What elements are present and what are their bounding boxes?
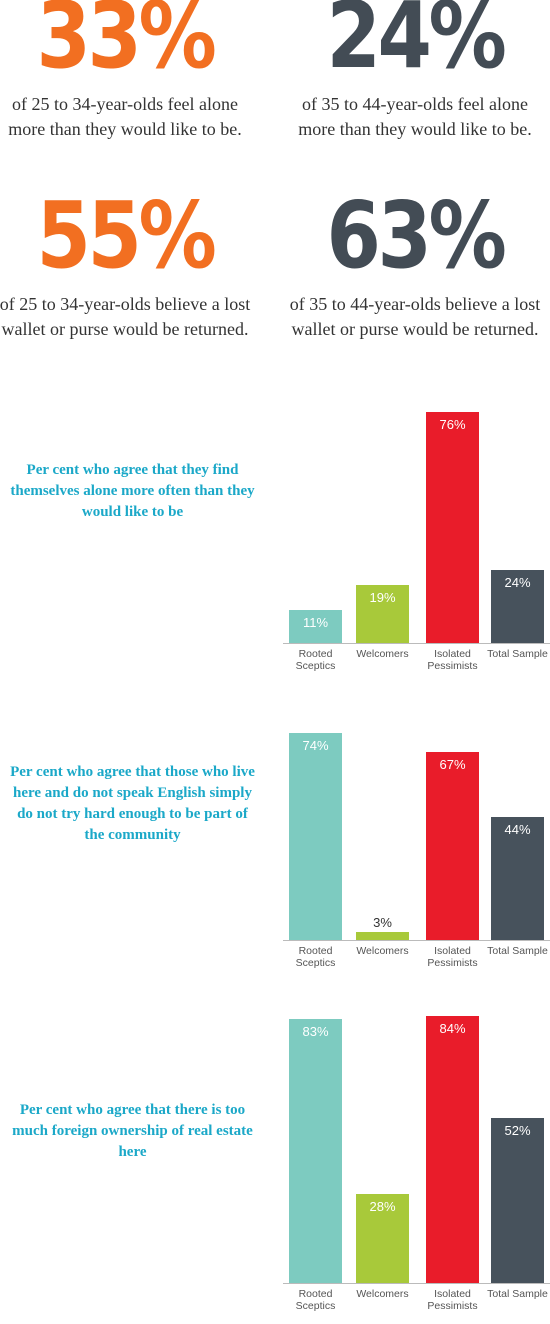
category-label: Total Sample xyxy=(487,1288,548,1300)
stat-text: more than they would like to be. xyxy=(8,119,242,139)
stat-number: 63% xyxy=(326,182,507,289)
baseline xyxy=(283,940,550,941)
bar xyxy=(356,585,409,643)
stat-text: of 25 to 34-year-olds believe a lost xyxy=(0,294,251,314)
stat-text: more than they would like to be. xyxy=(298,119,532,139)
chart-title: Per cent who agree that they find themse… xyxy=(10,462,255,520)
value-label: 52% xyxy=(504,1122,531,1138)
stat-text: wallet or purse would be returned. xyxy=(1,319,249,339)
category-label: Isolated Pessimists xyxy=(427,945,478,969)
bar xyxy=(491,1117,544,1283)
value-label: 19% xyxy=(369,590,396,606)
stat-text: of 35 to 44-year-olds feel alone xyxy=(301,94,529,114)
category-label: Total Sample xyxy=(487,648,548,660)
bar xyxy=(289,1019,342,1283)
value-label: 84% xyxy=(439,1021,466,1037)
stat-text: wallet or purse would be returned. xyxy=(291,319,539,339)
category-label: Rooted Sceptics xyxy=(295,1288,336,1312)
category-label: Total Sample xyxy=(487,945,548,957)
chart-title: Per cent who agree that there is too muc… xyxy=(12,1102,253,1160)
category-label: Welcomers xyxy=(356,945,409,957)
category-label: Welcomers xyxy=(356,648,409,660)
stat-number: 24% xyxy=(326,0,507,89)
chart-title: Per cent who agree that those who live h… xyxy=(10,764,255,843)
value-label: 24% xyxy=(504,575,531,591)
value-label: 3% xyxy=(373,914,392,930)
stat-number: 33% xyxy=(36,0,217,89)
bar xyxy=(289,609,342,643)
baseline xyxy=(283,1283,550,1284)
value-label: 74% xyxy=(302,737,329,753)
category-label: Isolated Pessimists xyxy=(427,1288,478,1312)
baseline xyxy=(283,643,550,644)
bar xyxy=(289,732,342,940)
value-label: 11% xyxy=(302,614,329,630)
bar xyxy=(491,570,544,643)
category-label: Isolated Pessimists xyxy=(427,648,478,672)
stat-text: of 25 to 34-year-olds feel alone xyxy=(11,94,239,114)
bar xyxy=(491,816,544,940)
value-label: 76% xyxy=(439,417,466,433)
stat-number: 55% xyxy=(36,182,217,289)
category-label: Welcomers xyxy=(356,1288,409,1300)
category-label: Rooted Sceptics xyxy=(295,648,336,672)
bar xyxy=(426,412,479,643)
value-label: 44% xyxy=(504,821,531,837)
value-label: 28% xyxy=(369,1199,396,1215)
value-label: 67% xyxy=(439,757,466,773)
value-label: 83% xyxy=(302,1024,329,1040)
bar xyxy=(356,1194,409,1283)
stat-text: of 35 to 44-year-olds believe a lost xyxy=(289,294,541,314)
bar xyxy=(426,752,479,940)
bar xyxy=(426,1016,479,1283)
bar xyxy=(356,931,409,940)
category-label: Rooted Sceptics xyxy=(295,945,336,969)
